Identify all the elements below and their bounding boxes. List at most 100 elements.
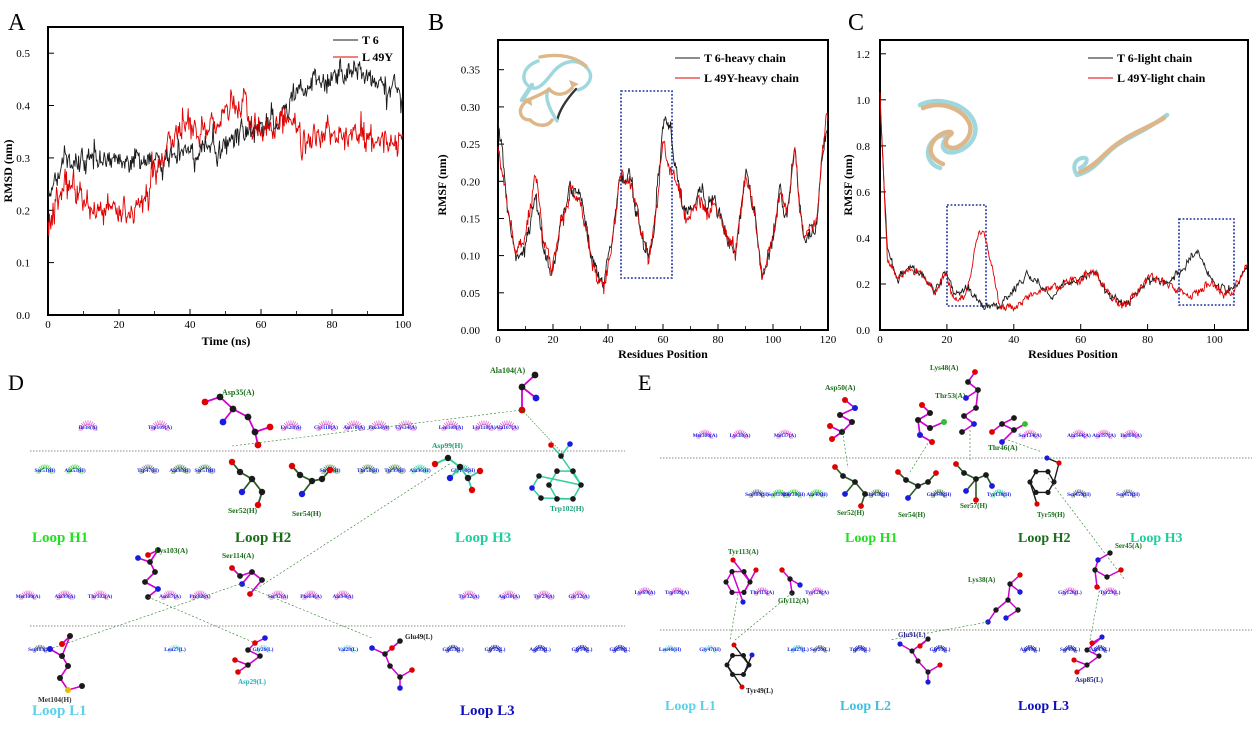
svg-text:RMSD (nm): RMSD (nm) (1, 140, 15, 203)
svg-text:Asp30(A): Asp30(A) (498, 593, 520, 600)
svg-text:Ala397(A): Ala397(A) (1092, 432, 1116, 439)
svg-text:B: B (428, 10, 444, 36)
svg-text:100: 100 (1206, 334, 1223, 346)
svg-text:0.25: 0.25 (461, 139, 481, 151)
svg-text:0: 0 (45, 319, 51, 331)
svg-text:Trp96(L): Trp96(L) (849, 646, 870, 653)
svg-text:Glu49(L): Glu49(L) (405, 633, 433, 641)
svg-text:100: 100 (765, 334, 782, 346)
svg-text:0.8: 0.8 (856, 141, 870, 153)
svg-text:Thr115(A): Thr115(A) (750, 589, 774, 596)
svg-text:Tyr32(A): Tyr32(A) (458, 593, 479, 600)
svg-text:40: 40 (603, 334, 615, 346)
svg-text:Ala40(L): Ala40(L) (1020, 646, 1041, 653)
svg-text:0.6: 0.6 (856, 187, 870, 199)
svg-text:Lys118(A): Lys118(A) (472, 424, 496, 431)
svg-text:Ala96(H): Ala96(H) (409, 467, 430, 474)
svg-text:Glu430(H): Glu430(H) (865, 491, 890, 498)
svg-text:0: 0 (495, 334, 501, 346)
svg-text:Ser45(A): Ser45(A) (1115, 542, 1142, 550)
svg-text:T 6: T 6 (362, 33, 379, 47)
svg-text:Tyr59(H): Tyr59(H) (1037, 511, 1066, 519)
svg-text:Glu940(H): Glu940(H) (927, 491, 952, 498)
svg-text:Loop H3: Loop H3 (455, 530, 511, 546)
svg-text:Ser52(H): Ser52(H) (228, 506, 258, 515)
svg-text:Gln96(L): Gln96(L) (609, 646, 630, 653)
svg-text:Loop H1: Loop H1 (845, 531, 898, 546)
svg-text:RMSF (nm): RMSF (nm) (841, 154, 855, 215)
svg-text:Gly47(H): Gly47(H) (699, 646, 721, 653)
svg-text:20: 20 (941, 334, 953, 346)
svg-text:0: 0 (877, 334, 883, 346)
svg-text:Leu108(A): Leu108(A) (439, 424, 464, 431)
svg-text:L 49Y-light chain: L 49Y-light chain (1117, 71, 1206, 85)
svg-text:Pro88(A): Pro88(A) (189, 593, 210, 600)
svg-text:Ala99(A): Ala99(A) (55, 593, 76, 600)
svg-text:T 6-heavy chain: T 6-heavy chain (704, 51, 786, 65)
svg-text:Lys48(A): Lys48(A) (930, 363, 959, 372)
svg-text:1.0: 1.0 (856, 95, 870, 107)
svg-text:Thr53(A): Thr53(A) (935, 391, 966, 400)
svg-text:Ala43(L): Ala43(L) (1090, 646, 1111, 653)
svg-text:Glu53(L): Glu53(L) (442, 646, 463, 653)
svg-text:80: 80 (327, 319, 339, 331)
svg-text:20: 20 (548, 334, 560, 346)
svg-text:Loop L3: Loop L3 (460, 703, 515, 719)
svg-text:40: 40 (185, 319, 197, 331)
svg-text:Met300(A): Met300(A) (693, 432, 718, 439)
svg-text:Ser300(H): Ser300(H) (745, 491, 769, 498)
svg-text:Met100(A): Met100(A) (16, 593, 41, 600)
svg-text:Leu27(L): Leu27(L) (164, 646, 186, 653)
svg-text:Ser26(L): Ser26(L) (810, 646, 831, 653)
svg-text:0.1: 0.1 (16, 258, 30, 270)
svg-text:Gly126(L): Gly126(L) (1058, 589, 1082, 596)
svg-text:Trp109(A): Trp109(A) (148, 424, 172, 431)
svg-text:0.15: 0.15 (461, 214, 481, 226)
svg-text:L 49Y-heavy chain: L 49Y-heavy chain (704, 71, 799, 85)
svg-text:Thr30(H): Thr30(H) (783, 491, 805, 498)
svg-text:Tyr49(L): Tyr49(L) (746, 687, 774, 695)
svg-text:Asp93(L): Asp93(L) (529, 646, 551, 653)
svg-text:D: D (8, 370, 24, 395)
svg-text:L 49Y: L 49Y (362, 50, 393, 64)
svg-text:Lys69(A): Lys69(A) (635, 589, 656, 596)
svg-text:0.5: 0.5 (16, 48, 30, 60)
svg-text:Ser451(H): Ser451(H) (1116, 491, 1140, 498)
svg-text:Lys28(A): Lys28(A) (281, 424, 302, 431)
svg-text:RMSF (nm): RMSF (nm) (435, 154, 449, 215)
svg-text:0.10: 0.10 (461, 251, 481, 263)
svg-text:Cys118(A): Cys118(A) (314, 424, 338, 431)
svg-text:60: 60 (658, 334, 670, 346)
svg-text:Gly92(L): Gly92(L) (485, 646, 506, 653)
svg-text:Asp85(L): Asp85(L) (1075, 676, 1104, 684)
svg-text:Ser134(A): Ser134(A) (1018, 432, 1042, 439)
svg-text:Asp29(L): Asp29(L) (238, 678, 267, 686)
svg-text:80: 80 (1142, 334, 1154, 346)
svg-text:Ser52(H): Ser52(H) (837, 509, 865, 517)
svg-text:Tyr113(A): Tyr113(A) (728, 548, 759, 556)
svg-text:Gly26(L): Gly26(L) (253, 646, 274, 653)
svg-text:Ser57(H): Ser57(H) (960, 502, 988, 510)
svg-text:Loop L2: Loop L2 (840, 699, 891, 714)
svg-text:Ser51(H): Ser51(H) (195, 467, 216, 474)
svg-text:0.30: 0.30 (461, 102, 481, 114)
svg-text:Ser54(H): Ser54(H) (898, 511, 926, 519)
svg-text:Gly32(A): Gly32(A) (568, 593, 589, 600)
svg-text:Asn87(A): Asn87(A) (159, 593, 181, 600)
svg-text:0.0: 0.0 (16, 310, 30, 322)
svg-text:Ala104(A): Ala104(A) (490, 366, 525, 375)
svg-text:Gly94(L): Gly94(L) (572, 646, 593, 653)
svg-text:100: 100 (395, 319, 412, 331)
svg-text:A: A (8, 10, 26, 36)
svg-text:Loop H2: Loop H2 (1018, 531, 1071, 546)
svg-text:0.05: 0.05 (461, 288, 481, 300)
svg-text:Ala107(A): Ala107(A) (495, 424, 519, 431)
svg-text:Thr58(H): Thr58(H) (357, 467, 379, 474)
svg-text:Ile38(A): Ile38(A) (79, 424, 98, 431)
svg-text:0.4: 0.4 (856, 233, 870, 245)
svg-text:Val28(L): Val28(L) (338, 646, 358, 653)
svg-text:Trp102(H): Trp102(H) (550, 504, 585, 513)
svg-text:Ser450(H): Ser450(H) (1067, 491, 1091, 498)
svg-text:20: 20 (114, 319, 126, 331)
svg-text:Loop L1: Loop L1 (32, 703, 87, 719)
